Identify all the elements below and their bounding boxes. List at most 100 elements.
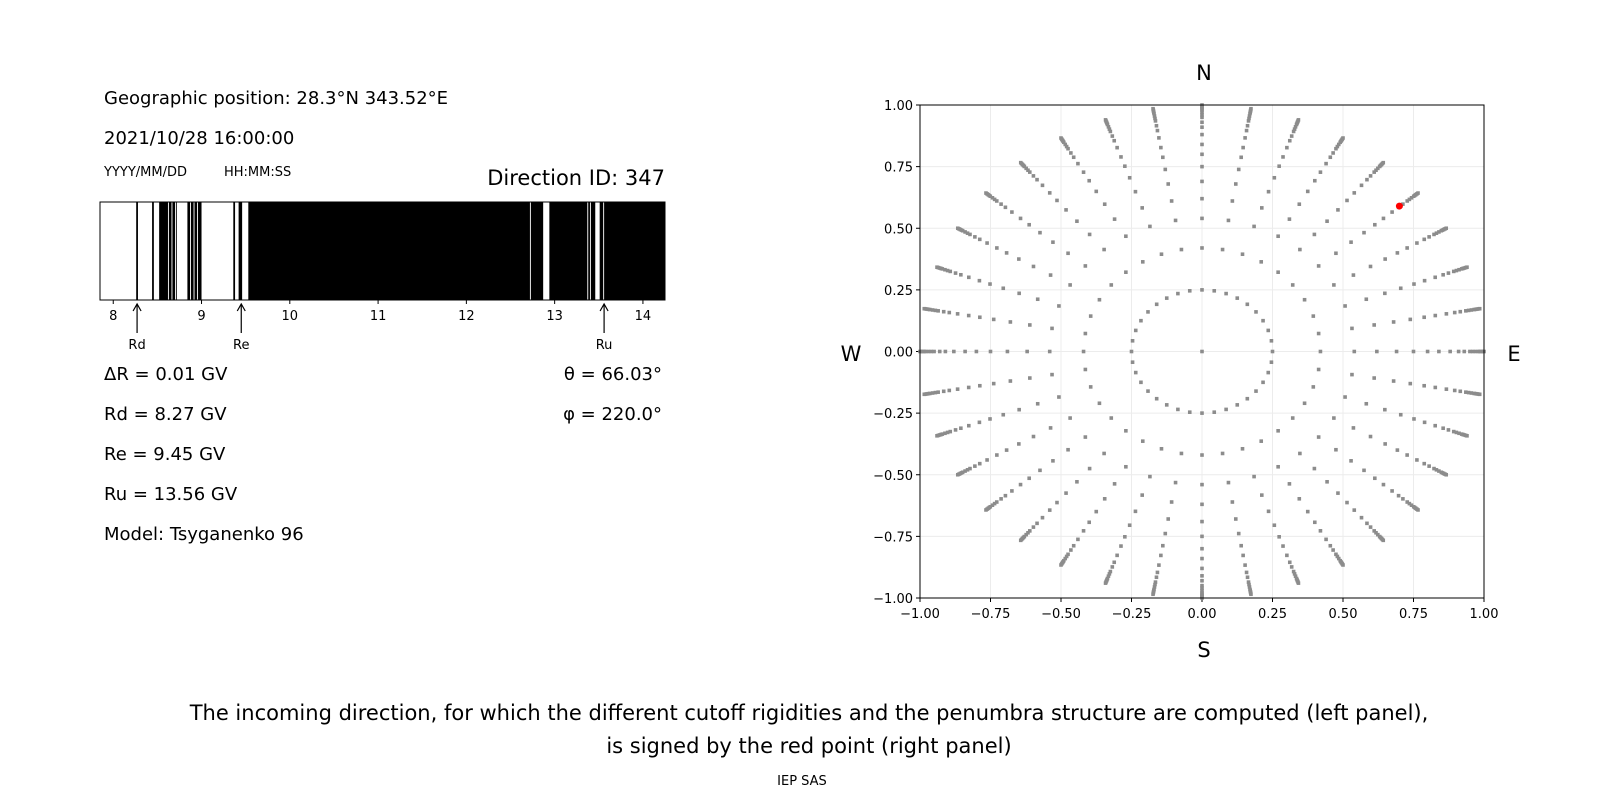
direction-point [1068,416,1072,420]
direction-point [1352,508,1357,512]
direction-point [926,349,931,354]
direction-point [1200,586,1204,590]
direction-point [1200,110,1204,115]
direction-point [1179,451,1184,456]
allowed-band [242,202,249,300]
direction-point [1187,289,1192,293]
direction-point [1293,574,1298,578]
direction-point [1155,128,1160,133]
direction-point [1154,575,1159,580]
direction-point [1048,426,1053,430]
direction-point [988,282,992,286]
direction-point [1230,199,1235,203]
direction-point [1415,241,1419,245]
datetime: 2021/10/28 16:00:00 [104,128,294,149]
direction-point [1069,548,1073,552]
direction-point [1328,543,1333,548]
direction-point [1261,318,1265,323]
direction-point [1412,282,1416,286]
direction-point [1416,508,1420,512]
direction-point [1305,189,1310,194]
direction-point [1151,106,1155,111]
direction-point [1064,144,1069,149]
direction-point [955,387,960,391]
direction-point [1176,407,1180,412]
direction-point [1066,251,1070,256]
direction-point [1200,534,1204,539]
direction-point [1427,235,1431,239]
direction-point [1444,312,1449,316]
direction-point [1133,328,1138,333]
direction-point [1254,389,1258,393]
direction-point [1212,410,1217,414]
direction-point [1119,544,1123,548]
direction-point [1010,489,1014,493]
direction-point [1316,264,1321,268]
direction-point [1038,468,1042,473]
direction-point [992,197,997,202]
direction-point [943,267,947,272]
direction-point [1336,556,1341,561]
direction-point [995,453,999,457]
direction-point [1332,416,1336,420]
direction-point [1454,430,1459,435]
direction-point [1312,232,1317,237]
direction-point [1087,466,1092,471]
direction-point [1026,530,1030,535]
direction-point [968,466,972,471]
direction-point [1155,570,1160,575]
direction-point [1456,349,1461,354]
direction-point [1468,349,1472,354]
direction-point [1291,129,1296,134]
direction-point [966,313,971,318]
direction-point [1200,349,1204,354]
direction-point [1146,310,1150,314]
direction-point [1247,585,1252,589]
direction-point [1266,189,1271,194]
direction-point [1153,119,1158,123]
direction-point [1350,326,1354,331]
direction-point [1433,423,1437,428]
direction-point [1365,521,1369,526]
direction-point [1148,474,1152,479]
direction-point [1230,500,1235,504]
direction-point [1139,318,1143,323]
direction-point [1336,491,1340,495]
allowed-band [193,202,195,300]
direction-point [966,385,971,390]
direction-point [1115,145,1119,150]
marker-arrowhead [132,302,142,312]
direction-point [930,308,935,312]
direction-point [1269,360,1274,365]
direction-point [1109,416,1114,420]
direction-point [1226,218,1231,223]
direction-point [1401,497,1405,501]
direction-point [922,392,927,397]
allowed-band [587,202,589,300]
direction-point [1083,331,1088,336]
allowed-band [603,202,605,300]
compass-south: S [1197,638,1210,662]
direction-point [1312,466,1317,471]
direction-point [1287,482,1292,486]
direction-point [1362,468,1366,473]
direction-point [1270,349,1275,354]
x-tick-label: 8 [109,309,117,324]
direction-point [1200,132,1204,137]
direction-point [1008,320,1013,324]
direction-point [1434,231,1439,235]
direction-point [1159,553,1163,558]
direction-point [1047,349,1052,354]
direction-point [1292,127,1297,131]
direction-point [1245,123,1250,128]
direction-point [1351,273,1356,277]
direction-point [1432,466,1436,471]
direction-point [1325,219,1329,224]
direction-point [1451,269,1456,274]
direction-point [1285,145,1289,150]
direction-point [1240,446,1245,451]
direction-point [1035,401,1040,406]
direction-point [947,388,952,393]
direction-point [1130,360,1135,365]
direction-point [1383,407,1387,412]
